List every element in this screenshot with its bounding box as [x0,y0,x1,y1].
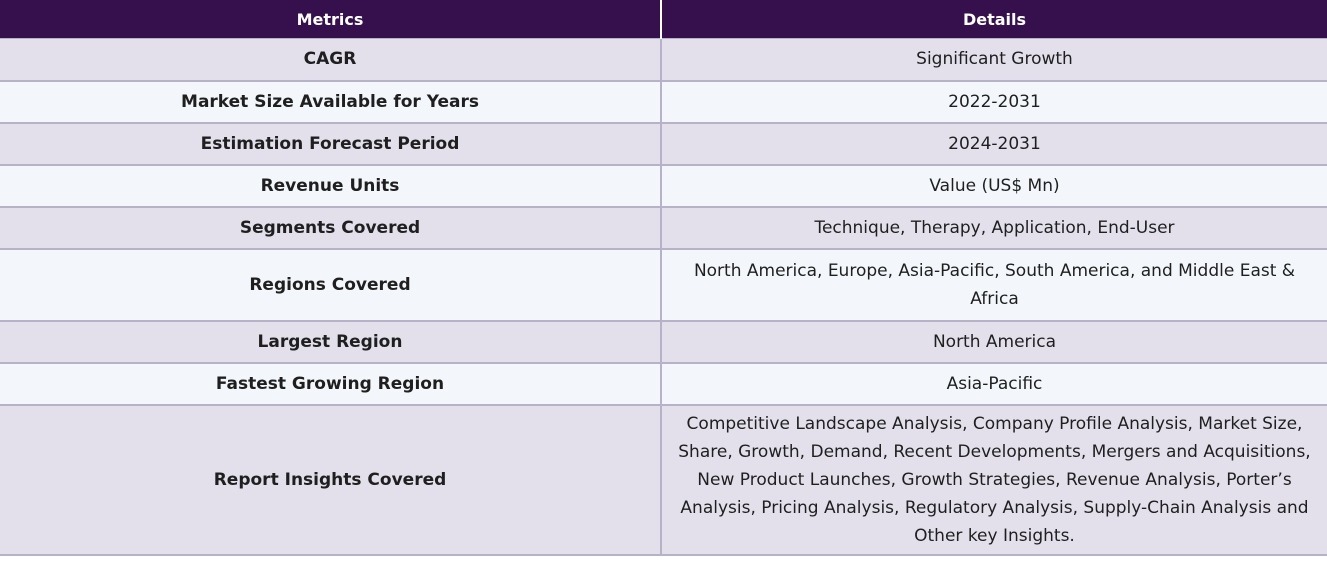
metric-cell: Segments Covered [0,206,662,250]
detail-cell: North America [661,320,1327,364]
header-metrics: Metrics [0,0,662,39]
table-header: Metrics Details [0,0,1327,39]
detail-cell: 2022-2031 [661,80,1327,124]
metric-cell: Report Insights Covered [0,404,662,556]
table-row: Revenue Units Value (US$ Mn) [0,164,1327,208]
table-row: Report Insights Covered Competitive Land… [0,404,1327,556]
metric-cell: CAGR [0,38,662,82]
metric-cell: Revenue Units [0,164,662,208]
detail-cell: Asia-Pacific [661,362,1327,406]
table-row: Largest Region North America [0,320,1327,364]
header-row: Metrics Details [0,0,1327,39]
detail-cell: Value (US$ Mn) [661,164,1327,208]
table-row: Estimation Forecast Period 2024-2031 [0,122,1327,166]
metric-cell: Market Size Available for Years [0,80,662,124]
detail-cell: Competitive Landscape Analysis, Company … [661,404,1327,556]
metric-cell: Regions Covered [0,248,662,322]
metrics-table: Metrics Details CAGR Significant Growth … [0,0,1327,556]
table-row: Fastest Growing Region Asia-Pacific [0,362,1327,406]
table-row: Regions Covered North America, Europe, A… [0,248,1327,322]
table-row: Market Size Available for Years 2022-203… [0,80,1327,124]
table-row: CAGR Significant Growth [0,38,1327,82]
table-row: Segments Covered Technique, Therapy, App… [0,206,1327,250]
metric-cell: Estimation Forecast Period [0,122,662,166]
metric-cell: Largest Region [0,320,662,364]
detail-cell: Significant Growth [661,38,1327,82]
header-details: Details [661,0,1327,39]
detail-cell: North America, Europe, Asia-Pacific, Sou… [661,248,1327,322]
detail-cell: 2024-2031 [661,122,1327,166]
table-body: CAGR Significant Growth Market Size Avai… [0,38,1327,556]
detail-cell: Technique, Therapy, Application, End-Use… [661,206,1327,250]
metric-cell: Fastest Growing Region [0,362,662,406]
